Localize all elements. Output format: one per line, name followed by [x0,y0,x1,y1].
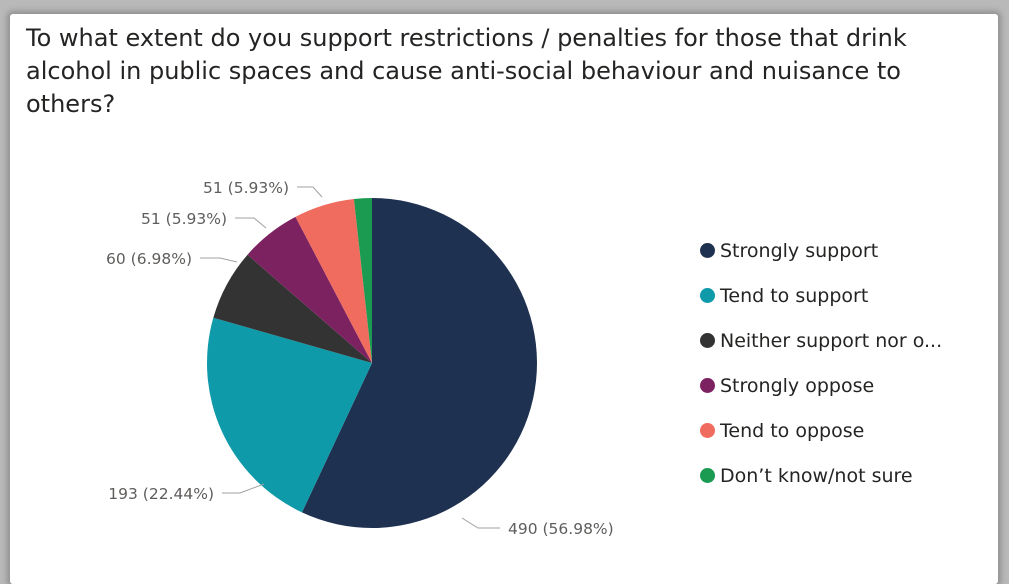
legend-marker-icon [700,288,715,303]
legend-marker-icon [700,423,715,438]
leader-line [461,517,500,529]
leader-line [200,257,238,263]
data-label: 60 (6.98%) [106,250,192,268]
pie-slice-tend-to-support[interactable] [206,317,372,513]
pie-slice-strongly-support[interactable] [301,198,537,528]
legend-item[interactable]: Neither support nor o... [700,318,942,363]
legend-label: Neither support nor o... [720,329,943,352]
legend-marker-icon [700,333,715,348]
leader-line [235,217,267,229]
legend-item[interactable]: Tend to support [700,273,942,318]
data-label: 51 (5.93%) [141,210,227,228]
chart-title: To what extent do you support restrictio… [26,24,907,118]
data-label: 51 (5.93%) [203,179,289,197]
pie-slice-neither-support-nor-oppose[interactable] [213,254,372,363]
legend-marker-icon [700,468,715,483]
legend-label: Don’t know/not sure [720,464,913,487]
data-label: 490 (56.98%) [508,520,614,538]
legend-label: Strongly oppose [720,374,875,397]
pie-slice-strongly-oppose[interactable] [247,216,372,363]
legend-item[interactable]: Strongly oppose [700,363,942,408]
legend-item[interactable]: Strongly support [700,228,942,273]
legend-marker-icon [700,378,715,393]
legend-item[interactable]: Tend to oppose [700,408,942,453]
legend-marker-icon [700,243,715,258]
pie-slice-tend-to-oppose[interactable] [295,198,372,363]
pie-slice-don-t-know-not-sure[interactable] [353,198,372,363]
legend-label: Strongly support [720,239,879,262]
leader-line [297,186,323,198]
legend-label: Tend to support [720,284,869,307]
chart-legend: Strongly support Tend to support Neither s… [700,228,942,498]
data-label: 193 (22.44%) [108,485,214,503]
legend-item[interactable]: Don’t know/not sure [700,453,942,498]
leader-line [222,483,265,494]
legend-label: Tend to oppose [720,419,865,442]
